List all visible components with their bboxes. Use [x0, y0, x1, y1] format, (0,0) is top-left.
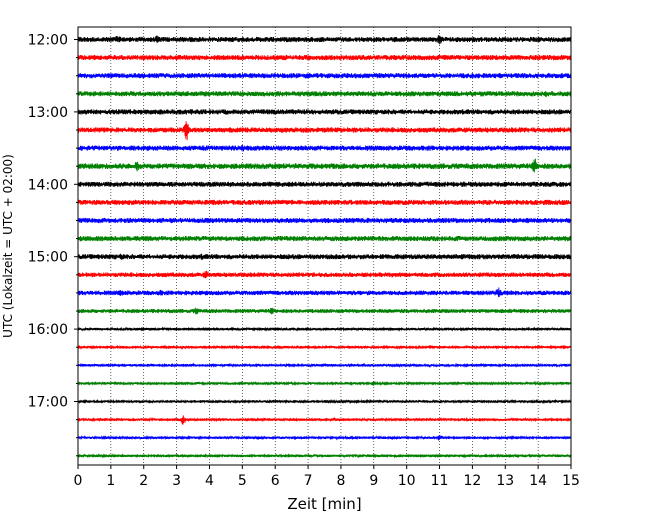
trace-1700: [77, 398, 572, 405]
plot-frame: [77, 26, 572, 466]
x-tick-label: 6: [271, 473, 280, 489]
x-tick-label: 15: [562, 473, 580, 489]
plot-area: [78, 27, 571, 465]
x-tick-label: 8: [336, 473, 345, 489]
x-axis-label: Zeit [min]: [287, 495, 361, 513]
y-axis-ticks: 12:00 13:00 14:00 15:00 16:00 17:00: [28, 33, 78, 457]
trace-1215: [77, 54, 572, 61]
trace-1600: [77, 326, 572, 332]
x-tick-label: 9: [369, 473, 378, 489]
x-tick-label: 1: [106, 473, 115, 489]
y-tick-label: 17:00: [28, 395, 68, 411]
x-tick-label: 7: [304, 473, 313, 489]
y-tick-label: 15:00: [28, 250, 68, 266]
trace-1300: [77, 108, 572, 115]
traces: [77, 35, 572, 459]
x-tick-label: 11: [431, 473, 449, 489]
trace-1615: [77, 344, 572, 350]
trace-1715: [77, 415, 572, 425]
trace-1730: [77, 435, 572, 441]
x-tick-label: 0: [74, 473, 83, 489]
trace-1200: [77, 35, 572, 45]
grid-lines: [110, 27, 539, 465]
trace-1445: [77, 235, 572, 242]
y-tick-label: 12:00: [28, 33, 68, 49]
trace-1545: [77, 307, 572, 315]
trace-1345: [77, 158, 572, 173]
trace-1230: [77, 73, 572, 79]
x-tick-label: 12: [463, 473, 481, 489]
x-tick-label: 13: [496, 473, 514, 489]
x-tick-label: 4: [205, 473, 214, 489]
x-tick-label: 10: [398, 473, 416, 489]
trace-1400: [77, 181, 572, 187]
trace-1330: [77, 144, 572, 152]
trace-1745: [77, 453, 572, 459]
trace-1645: [77, 380, 572, 387]
trace-1430: [77, 217, 572, 224]
trace-1500: [77, 253, 572, 260]
trace-1515: [77, 270, 572, 279]
trace-1630: [77, 362, 572, 369]
y-tick-label: 13:00: [28, 105, 68, 121]
trace-1245: [77, 91, 572, 97]
x-tick-label: 2: [139, 473, 148, 489]
x-tick-label: 3: [172, 473, 181, 489]
x-axis-ticks: 0 1 2 3 4 5 6 7 8 9 10 11 12 13 14 15: [74, 465, 580, 489]
x-tick-label: 5: [238, 473, 247, 489]
y-tick-label: 14:00: [28, 177, 68, 193]
y-axis-label: UTC (Lokalzeit = UTC + 02:00): [1, 154, 15, 338]
trace-1530: [77, 287, 572, 298]
trace-1315: [77, 121, 572, 141]
trace-1415: [77, 199, 572, 206]
y-tick-label: 16:00: [28, 322, 68, 338]
x-tick-label: 14: [529, 473, 547, 489]
